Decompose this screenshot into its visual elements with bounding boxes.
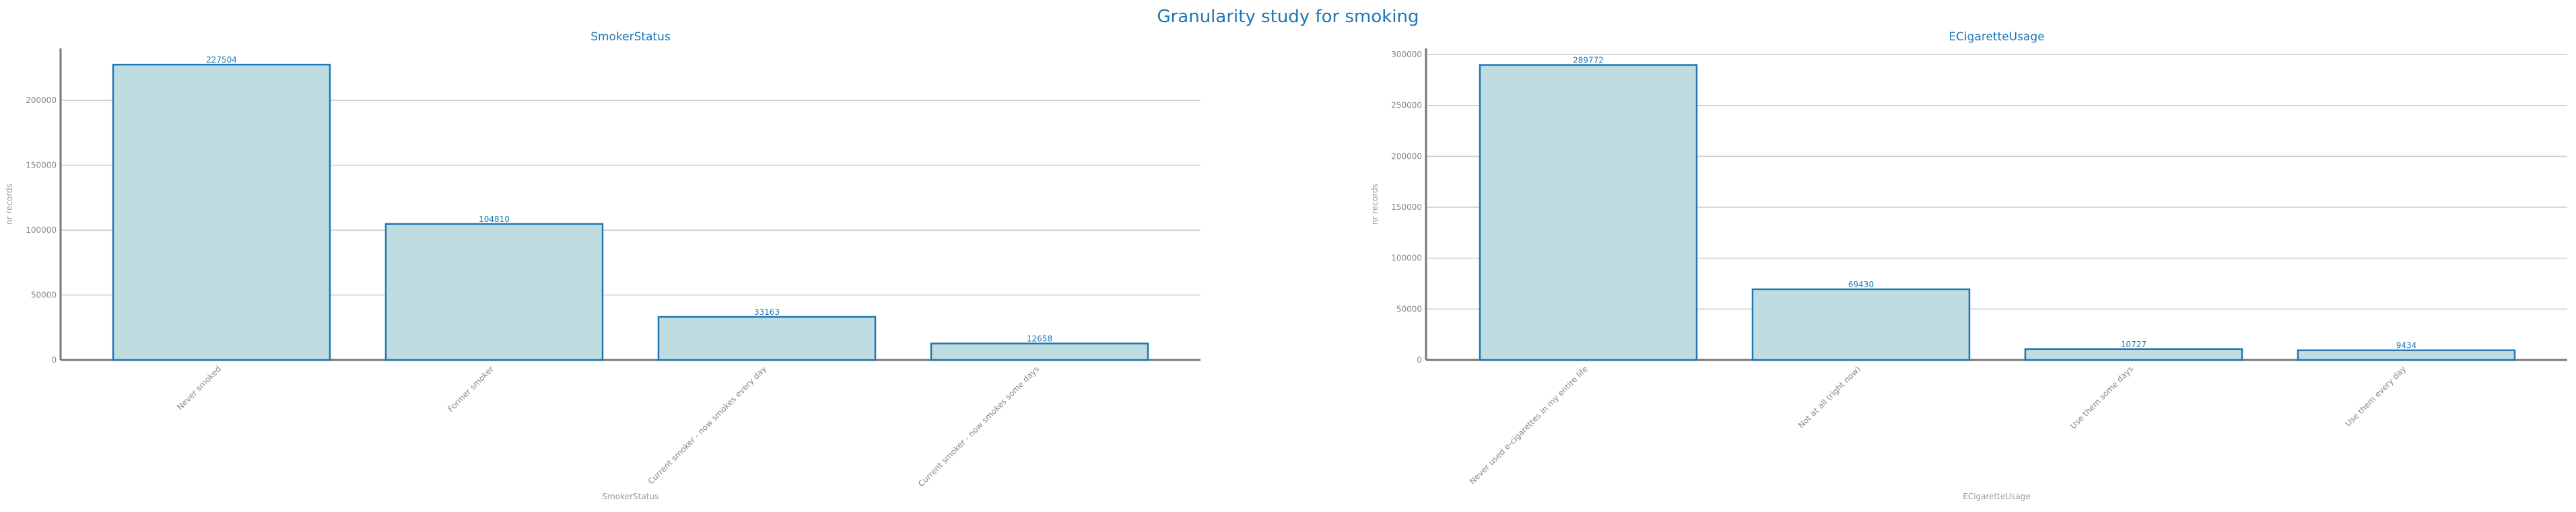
y-tick-label: 150000 xyxy=(1391,203,1422,212)
bar xyxy=(2297,349,2516,361)
y-tick-label: 0 xyxy=(51,355,57,365)
y-tick-label: 300000 xyxy=(1391,50,1422,59)
y-tick-label: 50000 xyxy=(31,291,57,300)
data-label: 104810 xyxy=(479,215,510,224)
chart-title: SmokerStatus xyxy=(590,30,671,44)
x-tick-label: Use them every day xyxy=(2344,364,2408,429)
data-label: 289772 xyxy=(1573,56,1604,65)
data-label: 33163 xyxy=(754,307,780,317)
x-tick-label: Not at all (right now) xyxy=(1796,364,1862,430)
bar xyxy=(657,316,877,361)
y-tick-label: 0 xyxy=(1417,355,1422,365)
bar xyxy=(1479,64,1698,361)
data-label: 10727 xyxy=(2121,340,2146,349)
data-label: 9434 xyxy=(2396,341,2417,351)
x-axis-label: SmokerStatus xyxy=(603,492,659,501)
x-tick-label: Never used e-cigarettes in my entire lif… xyxy=(1468,364,1590,486)
y-tick-label: 150000 xyxy=(26,161,57,170)
bar xyxy=(1751,288,1971,361)
y-tick-label: 250000 xyxy=(1391,101,1422,110)
data-label: 12658 xyxy=(1027,334,1052,344)
bar xyxy=(112,63,331,361)
y-tick-label: 100000 xyxy=(26,225,57,235)
bar xyxy=(930,342,1149,361)
bar xyxy=(2024,348,2243,361)
data-label: 227504 xyxy=(206,55,237,65)
bar xyxy=(384,223,604,361)
x-axis-label: ECigaretteUsage xyxy=(1963,492,2031,501)
x-tick-label: Use them some days xyxy=(2068,364,2135,431)
y-tick-label: 200000 xyxy=(26,96,57,105)
y-tick-label: 200000 xyxy=(1391,151,1422,161)
y-axis-label: nr records xyxy=(1370,184,1380,225)
y-axis-label: nr records xyxy=(5,184,14,225)
data-label: 69430 xyxy=(1848,280,1874,289)
figure-title: Granularity study for smoking xyxy=(1157,7,1419,27)
y-tick-label: 50000 xyxy=(1396,304,1422,314)
chart-title: ECigaretteUsage xyxy=(1948,30,2044,44)
y-tick-label: 100000 xyxy=(1391,254,1422,263)
